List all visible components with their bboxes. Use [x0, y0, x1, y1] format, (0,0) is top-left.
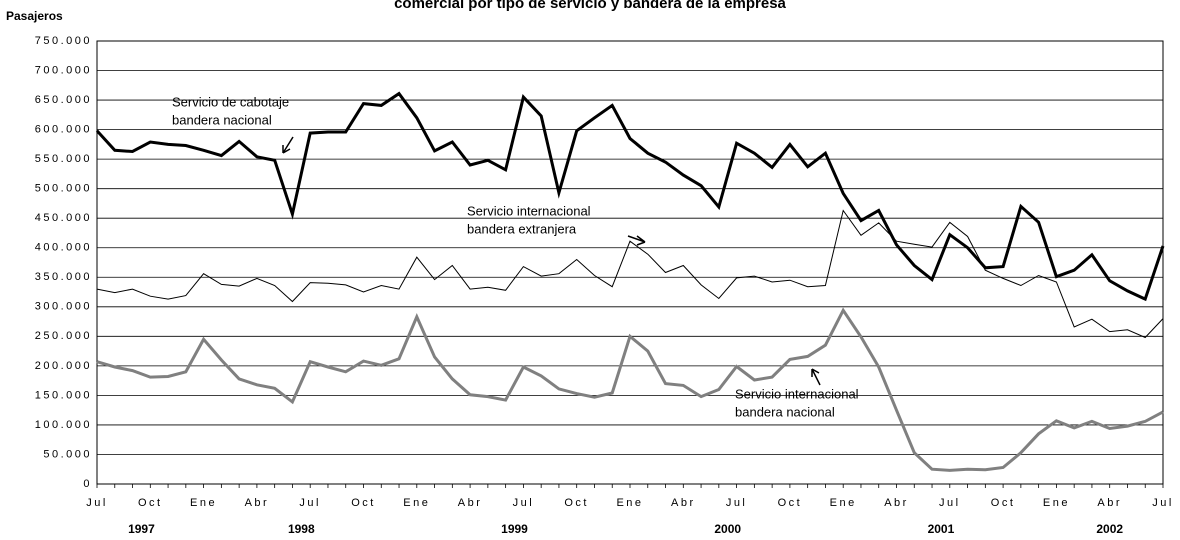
y-tick-label: 250.000	[35, 330, 92, 342]
annotation: Servicio internacional	[735, 386, 859, 401]
x-tick-label: Oct	[138, 497, 163, 509]
x-tick-label: Ene	[616, 497, 643, 509]
year-label: 1999	[501, 522, 528, 536]
y-tick-label: 150.000	[35, 389, 92, 401]
x-tick-label: Jul	[299, 497, 321, 509]
x-tick-label: Oct	[351, 497, 376, 509]
x-tick-label: Abr	[245, 497, 270, 509]
annotation: bandera extranjera	[467, 221, 577, 236]
x-tick-label: Abr	[671, 497, 696, 509]
year-label: 2002	[1096, 522, 1123, 536]
y-tick-label: 100.000	[35, 419, 92, 431]
y-tick-label: 200.000	[35, 360, 92, 372]
x-tick-label: Ene	[190, 497, 217, 509]
arrow	[627, 235, 646, 246]
y-tick-label: 50.000	[43, 448, 92, 460]
y-tick-label: 750.000	[35, 35, 92, 47]
x-tick-label: Abr	[458, 497, 483, 509]
arrow	[811, 368, 821, 386]
annotation: Servicio internacional	[467, 203, 591, 218]
y-tick-label: 550.000	[35, 153, 92, 165]
arrows	[282, 136, 821, 386]
y-tick-label: 700.000	[35, 64, 92, 76]
x-tick-label: Ene	[830, 497, 857, 509]
y-tick-label: 300.000	[35, 301, 92, 313]
x-tick-label: Jul	[726, 497, 748, 509]
x-tick-label: Abr	[1097, 497, 1122, 509]
x-tick-label: Oct	[778, 497, 803, 509]
y-tick-label: 600.000	[35, 124, 92, 136]
chart-title: comercial por tipo de servicio y bandera…	[394, 0, 786, 12]
x-tick-label: Oct	[991, 497, 1016, 509]
series-line	[96, 307, 1164, 472]
x-tick-label: Jul	[939, 497, 961, 509]
y-tick-label: 400.000	[35, 242, 92, 254]
y-tick-label: 650.000	[35, 94, 92, 106]
year-label: 2001	[928, 522, 955, 536]
y-tick-label: 500.000	[35, 183, 92, 195]
year-label: 1998	[288, 522, 315, 536]
series-line	[96, 209, 1164, 339]
y-tick-label: 0	[83, 478, 92, 490]
y-tick-label: 450.000	[35, 212, 92, 224]
annotation: bandera nacional	[172, 112, 272, 127]
x-tick-label: Ene	[1043, 497, 1070, 509]
x-tick-label: Ene	[403, 497, 430, 509]
annotation: Servicio de cabotaje	[172, 94, 289, 109]
x-tick-label: Oct	[564, 497, 589, 509]
y-tick-label: 350.000	[35, 271, 92, 283]
annotation: bandera nacional	[735, 404, 835, 419]
arrow	[282, 136, 294, 154]
series-line	[95, 91, 1165, 302]
x-tick-label: Abr	[884, 497, 909, 509]
year-label: 1997	[128, 522, 155, 536]
x-tick-label: Jul	[86, 497, 108, 509]
x-tick-label: Jul	[1152, 497, 1174, 509]
x-tick-label: Jul	[513, 497, 535, 509]
year-label: 2000	[714, 522, 741, 536]
y-axis-label: Pasajeros	[6, 9, 63, 23]
